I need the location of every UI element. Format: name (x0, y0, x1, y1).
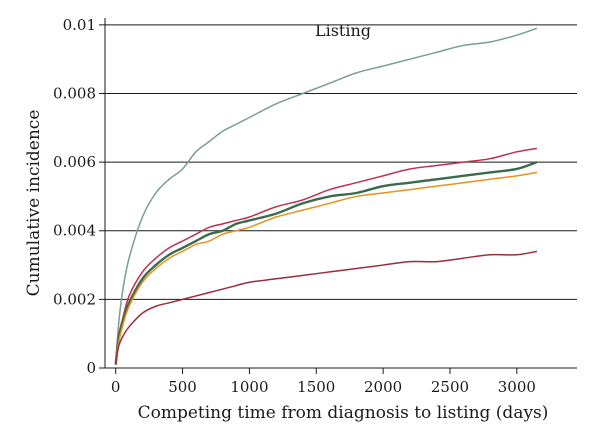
x-tick-label: 1000 (230, 378, 268, 396)
x-tick-label: 500 (168, 378, 197, 396)
series-layer (114, 27, 538, 365)
axis-layer (104, 18, 577, 369)
y-tick-label: 0.004 (53, 222, 96, 240)
x-tick-label: 2000 (364, 378, 402, 396)
y-tick-label: 0.01 (63, 16, 96, 34)
series-line-2 (114, 147, 538, 365)
y-tick-label: 0 (86, 359, 96, 377)
y-tick-label: 0.008 (53, 84, 96, 102)
series-line-5 (114, 250, 538, 365)
y-axis-title: Cumulative incidence (24, 110, 44, 297)
x-tick-label: 1500 (297, 378, 335, 396)
series-line-1 (114, 27, 538, 365)
x-axis-title: Competing time from diagnosis to listing… (138, 403, 549, 423)
x-tick-label: 2500 (431, 378, 469, 396)
y-tick-label: 0.006 (53, 153, 96, 171)
series-line-4 (114, 171, 538, 365)
x-tick-label: 3000 (498, 378, 536, 396)
chart-title: Listing (315, 21, 371, 40)
y-tick-label: 0.002 (53, 290, 96, 308)
series-line-3 (114, 160, 538, 365)
grid-layer (105, 24, 577, 369)
x-tick-label: 0 (111, 378, 121, 396)
tick-layer: 0 0.002 0.004 0.006 0.008 0.01 0 500 1000 1500 200… (53, 16, 536, 396)
